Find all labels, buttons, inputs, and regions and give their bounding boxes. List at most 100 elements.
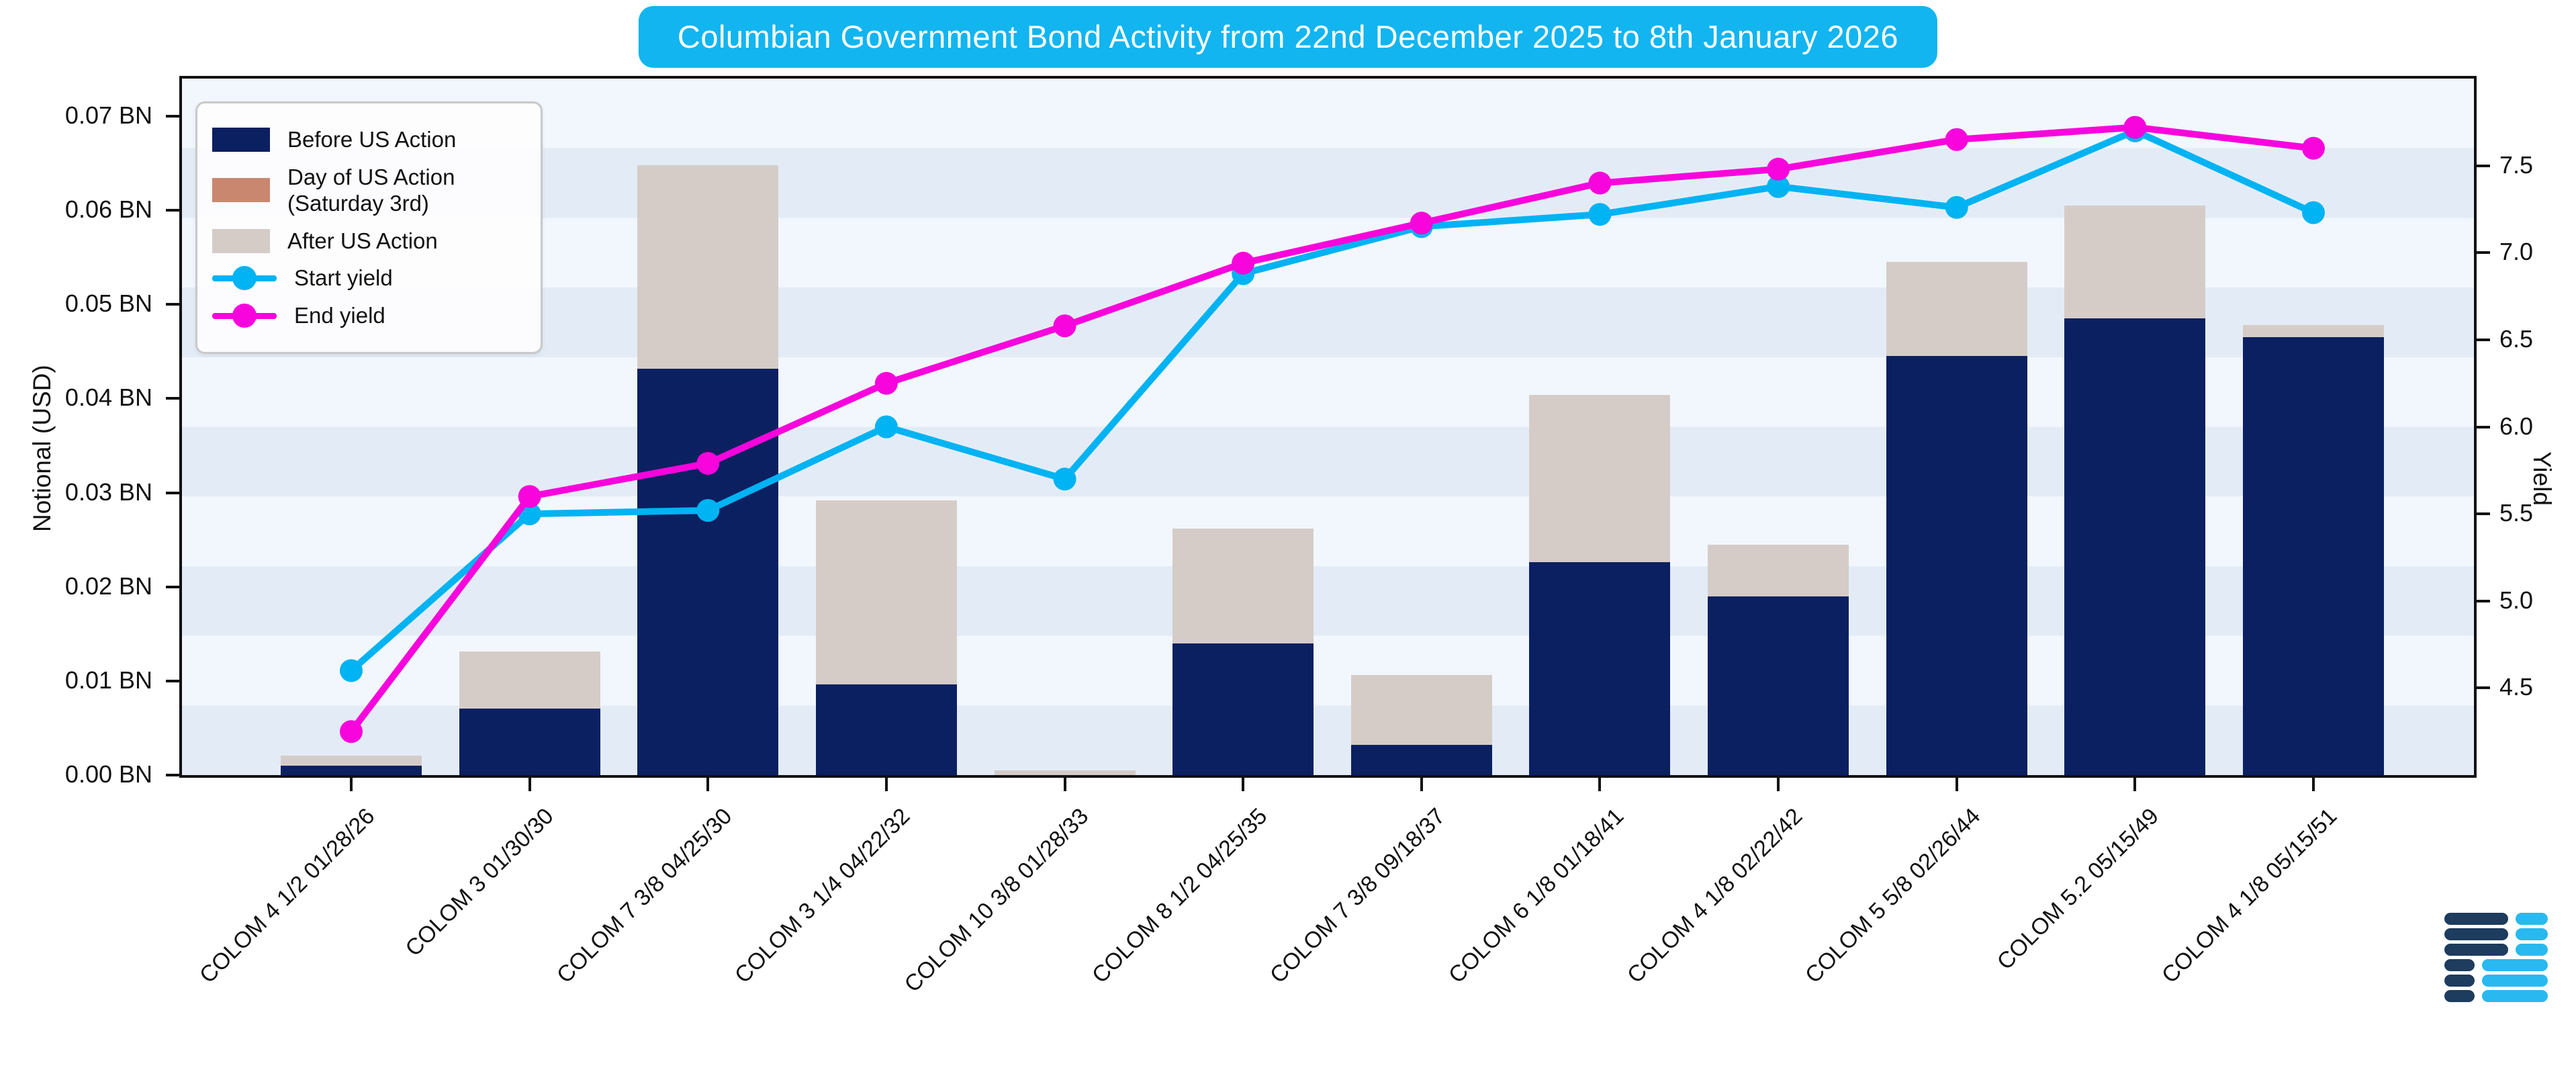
bar-segment-before bbox=[637, 368, 779, 775]
x-tick bbox=[884, 778, 888, 791]
y-tick-label-left: 0.07 BN bbox=[64, 101, 152, 130]
logo-row bbox=[2444, 959, 2552, 971]
bar-segment-before bbox=[2243, 337, 2384, 775]
y-tick-right bbox=[2477, 599, 2490, 602]
plot-area: Before US Action Day of US Action (Saturd… bbox=[179, 76, 2477, 778]
bar-segment-after bbox=[1172, 528, 1314, 643]
bar-segment-after bbox=[2243, 325, 2384, 338]
logo-row bbox=[2444, 975, 2552, 987]
bars-layer bbox=[182, 79, 2474, 775]
x-tick bbox=[1598, 778, 1602, 791]
legend-label: Before US Action bbox=[287, 127, 457, 152]
y-tick-left bbox=[166, 585, 179, 588]
y-tick-left bbox=[166, 209, 179, 212]
y-tick-right bbox=[2477, 251, 2490, 255]
yield-lines-layer bbox=[340, 116, 2325, 744]
y-tick-label-right: 6.5 bbox=[2499, 324, 2534, 353]
end-yield-marker bbox=[1767, 157, 1790, 181]
start-yield-marker bbox=[1767, 175, 1790, 198]
start-yield-marker bbox=[1053, 467, 1076, 491]
start-yield-marker bbox=[696, 498, 720, 522]
logo-row bbox=[2444, 944, 2552, 956]
y-tick-left bbox=[166, 491, 179, 494]
legend-line-icon bbox=[212, 266, 277, 291]
x-tick bbox=[1420, 778, 1423, 791]
start-yield-marker bbox=[2302, 201, 2325, 224]
bar-segment-after bbox=[637, 165, 779, 369]
start-yield-marker bbox=[1945, 195, 1968, 219]
y-tick-label-right: 7.5 bbox=[2499, 150, 2534, 179]
x-tick-label: COLOM 7 3/8 04/25/30 bbox=[551, 803, 737, 989]
x-tick bbox=[1063, 778, 1066, 791]
end-yield-marker bbox=[2123, 116, 2147, 139]
end-yield-marker bbox=[1232, 251, 1255, 275]
y-tick-left bbox=[166, 397, 179, 400]
x-tick bbox=[2312, 778, 2315, 791]
bar-segment-before bbox=[2064, 318, 2206, 775]
y-tick-label-left: 0.06 BN bbox=[64, 195, 152, 224]
y-tick-label-left: 0.02 BN bbox=[64, 572, 152, 600]
bar-segment-before bbox=[459, 708, 600, 775]
chart-title: Columbian Government Bond Activity from … bbox=[638, 6, 1938, 68]
x-tick bbox=[706, 778, 710, 791]
bar-segment-before bbox=[1886, 356, 2027, 775]
x-tick-label: COLOM 4 1/8 02/22/42 bbox=[1622, 803, 1807, 989]
end-yield-marker bbox=[696, 451, 720, 475]
x-tick-label: COLOM 8 1/2 04/25/35 bbox=[1087, 803, 1273, 989]
y-tick-label-right: 5.0 bbox=[2499, 586, 2534, 614]
bar-segment-after bbox=[281, 755, 422, 766]
end-yield-marker bbox=[874, 371, 898, 395]
legend-item: End yield bbox=[212, 302, 518, 329]
bar-segment-before bbox=[1350, 745, 1492, 775]
bar-segment-after bbox=[1350, 675, 1492, 746]
end-yield-marker bbox=[340, 720, 363, 744]
legend-label: After US Action bbox=[287, 228, 438, 253]
y-tick-right bbox=[2477, 686, 2490, 690]
x-tick-label: COLOM 3 1/4 04/22/32 bbox=[730, 803, 915, 989]
end-yield-line bbox=[348, 124, 2317, 735]
x-tick-label: COLOM 5 5/8 02/26/44 bbox=[1800, 803, 1986, 989]
bar-segment-before bbox=[1172, 643, 1314, 775]
end-yield-marker bbox=[518, 485, 541, 508]
y-tick-left bbox=[166, 774, 179, 776]
x-tick-label: COLOM 4 1/8 05/15/51 bbox=[2157, 803, 2342, 989]
x-tick-label: COLOM 3 01/30/30 bbox=[400, 803, 559, 962]
y-tick-right bbox=[2477, 338, 2490, 341]
y-tick-label-left: 0.05 BN bbox=[64, 289, 152, 318]
end-yield-marker bbox=[1410, 212, 1433, 235]
y-tick-label-left: 0.01 BN bbox=[64, 666, 152, 694]
bar-segment-after bbox=[1886, 262, 2027, 357]
y-tick-label-left: 0.00 BN bbox=[64, 760, 152, 788]
legend-item: Before US Action bbox=[212, 126, 518, 153]
legend-swatch-icon bbox=[212, 228, 270, 253]
x-tick bbox=[528, 778, 531, 791]
bar-segment-before bbox=[1708, 596, 1849, 775]
legend-swatch-icon bbox=[212, 178, 270, 203]
x-tick-label: COLOM 4 1/2 01/28/26 bbox=[195, 803, 380, 989]
logo-row bbox=[2444, 928, 2552, 940]
y-tick-label-left: 0.04 BN bbox=[64, 384, 152, 412]
legend-item: After US Action bbox=[212, 228, 518, 255]
x-tick-label: COLOM 5.2 05/15/49 bbox=[1992, 803, 2164, 975]
end-yield-marker bbox=[1588, 171, 1612, 195]
x-tick-label: COLOM 7 3/8 09/18/37 bbox=[1265, 803, 1451, 989]
y-tick-right bbox=[2477, 512, 2490, 516]
start-yield-marker bbox=[340, 659, 363, 682]
bar-segment-after bbox=[994, 770, 1136, 775]
right-axis-title: Yield bbox=[2528, 451, 2556, 506]
bar-segment-after bbox=[1529, 394, 1671, 563]
bar-segment-after bbox=[459, 652, 600, 709]
y-tick-label-left: 0.03 BN bbox=[64, 478, 152, 506]
legend-swatch-icon bbox=[212, 127, 270, 152]
y-tick-label-right: 6.0 bbox=[2499, 412, 2534, 440]
y-tick-label-right: 7.0 bbox=[2499, 238, 2534, 266]
bar-segment-after bbox=[815, 500, 957, 685]
bar-segment-after bbox=[2064, 206, 2206, 319]
y-tick-label-right: 4.5 bbox=[2499, 673, 2534, 701]
y-tick-right bbox=[2477, 425, 2490, 429]
legend: Before US Action Day of US Action (Saturd… bbox=[195, 101, 543, 354]
x-tick bbox=[1955, 778, 1958, 791]
end-yield-marker bbox=[2302, 136, 2325, 160]
y-tick-right bbox=[2477, 164, 2490, 167]
